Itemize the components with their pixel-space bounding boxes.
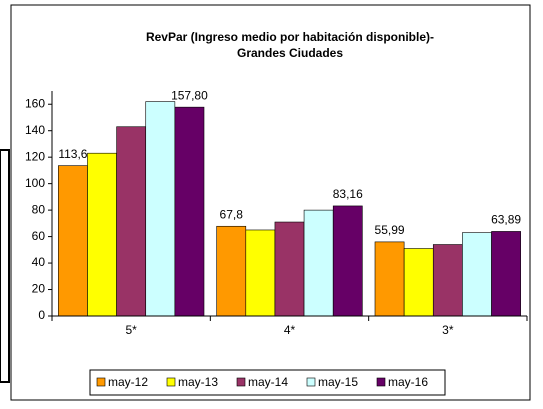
value-label: 157,80 (171, 88, 208, 102)
y-tick-label: 80 (32, 202, 46, 216)
value-label: 83,16 (333, 187, 363, 201)
legend-label: may-14 (248, 375, 288, 389)
y-tick-label: 0 (38, 308, 45, 322)
bar (403, 248, 434, 317)
bar (332, 205, 363, 317)
legend-swatch (96, 377, 106, 387)
legend-swatch (166, 377, 176, 387)
value-label: 55,99 (375, 223, 405, 237)
bar (174, 106, 205, 317)
bar (145, 101, 176, 317)
y-tick-label: 100 (25, 176, 45, 190)
value-label: 63,89 (491, 213, 521, 227)
chart-title: Grandes Ciudades (237, 46, 343, 60)
bar (491, 231, 521, 317)
chart-title: RevPar (Ingreso medio por habitación dis… (146, 30, 434, 44)
x-tick-label: 4* (284, 323, 296, 337)
edge-artifact (0, 149, 10, 383)
bar (462, 232, 492, 317)
bar (374, 241, 405, 317)
legend-swatch (236, 377, 246, 387)
bar (216, 225, 247, 317)
legend-swatch (306, 377, 316, 387)
x-tick-label: 3* (442, 323, 454, 337)
legend-label: may-12 (108, 375, 148, 389)
legend-swatch (376, 377, 386, 387)
bar (87, 152, 117, 317)
x-tick-label: 5* (125, 323, 137, 337)
bar (432, 244, 463, 317)
y-tick-label: 20 (32, 282, 46, 296)
y-tick-label: 60 (32, 229, 46, 243)
value-label: 67,8 (220, 207, 244, 221)
y-tick-label: 160 (25, 96, 45, 110)
legend-label: may-13 (178, 375, 218, 389)
bar (116, 126, 147, 317)
bar (303, 209, 334, 317)
y-tick-label: 40 (32, 255, 46, 269)
y-tick-label: 120 (25, 149, 45, 163)
legend-box (89, 369, 446, 396)
bar (245, 229, 276, 317)
y-tick-label: 140 (25, 123, 45, 137)
legend-label: may-16 (388, 375, 428, 389)
bar (58, 165, 88, 317)
legend-label: may-15 (318, 375, 358, 389)
bar (274, 221, 305, 317)
value-label: 113,6 (58, 147, 87, 161)
